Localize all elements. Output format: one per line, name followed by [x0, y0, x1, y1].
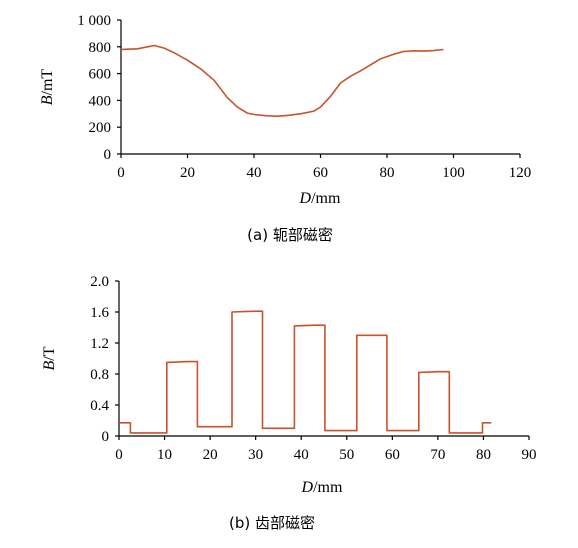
x-tick-label: 120 — [509, 165, 532, 181]
y-tick-label: 1.6 — [90, 305, 109, 321]
y-tick-label: 0 — [102, 429, 110, 445]
x-axis-label: D/mm — [301, 479, 343, 496]
x-tick-label: 40 — [247, 165, 262, 181]
y-tick-label: 200 — [89, 120, 112, 136]
x-tick-label: 100 — [442, 165, 465, 181]
chart-a-caption: (a) 轭部磁密 — [247, 226, 333, 244]
y-tick-label: 0.4 — [90, 398, 109, 414]
yoke-flux-density-chart: (a) 轭部磁密 0 20 40 60 80 100 120 0 200 400 600 800 1 0… — [39, 13, 531, 244]
x-tick-label: 70 — [430, 447, 445, 463]
x-tick-label: 30 — [248, 447, 263, 463]
y-tick-label: 1 000 — [77, 13, 111, 29]
x-axis-label: D/mm — [299, 190, 341, 207]
y-tick-label: 800 — [89, 40, 112, 56]
chart-b-caption: (b) 齿部磁密 — [229, 514, 315, 532]
x-tick-label: 40 — [294, 447, 309, 463]
series-line — [119, 310, 492, 434]
x-tick-label: 90 — [522, 447, 537, 463]
y-tick-label: 2.0 — [90, 274, 109, 290]
x-tick-label: 80 — [476, 447, 491, 463]
x-tick-label: 50 — [339, 447, 354, 463]
y-tick-label: 0 — [104, 147, 112, 163]
x-tick-label: 10 — [157, 447, 172, 463]
x-tick-label: 0 — [117, 165, 125, 181]
x-tick-label: 20 — [180, 165, 195, 181]
y-tick-label: 600 — [89, 67, 112, 83]
x-tick-label: 60 — [313, 165, 328, 181]
y-axis-label: B/mT — [39, 69, 56, 106]
y-axis-label: B/T — [41, 346, 58, 370]
x-tick-label: 0 — [115, 447, 123, 463]
y-tick-label: 1.2 — [90, 336, 109, 352]
tooth-flux-density-chart: (b) 齿部磁密 0 10 20 30 40 50 60 70 80 90 0 0.4 0.8 1.2 1.… — [41, 274, 537, 532]
y-tick-label: 400 — [89, 93, 112, 109]
y-tick-label: 0.8 — [90, 367, 109, 383]
x-tick-label: 20 — [203, 447, 218, 463]
series-line — [120, 44, 444, 117]
x-tick-label: 80 — [380, 165, 395, 181]
x-tick-label: 60 — [385, 447, 400, 463]
